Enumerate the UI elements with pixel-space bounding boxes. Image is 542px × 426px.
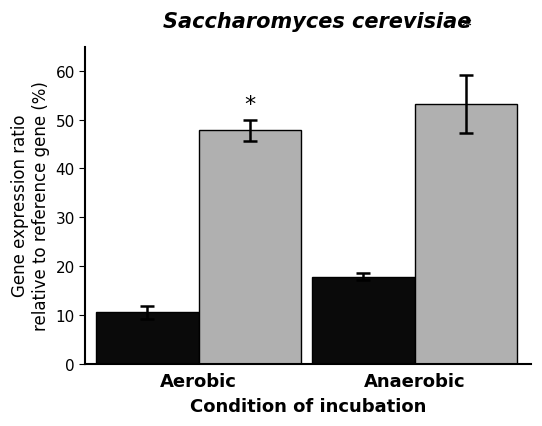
Bar	[96, 313, 199, 364]
Y-axis label: Gene expression ratio
relative to reference gene (%): Gene expression ratio relative to refere…	[11, 81, 50, 330]
X-axis label: Condition of incubation: Condition of incubation	[190, 397, 426, 415]
Bar	[312, 277, 415, 364]
Text: Saccharomyces cerevisiae: Saccharomyces cerevisiae	[163, 12, 471, 32]
Text: *: *	[244, 95, 256, 115]
Bar	[415, 105, 518, 364]
Text: *: *	[462, 17, 472, 35]
Bar	[199, 131, 301, 364]
